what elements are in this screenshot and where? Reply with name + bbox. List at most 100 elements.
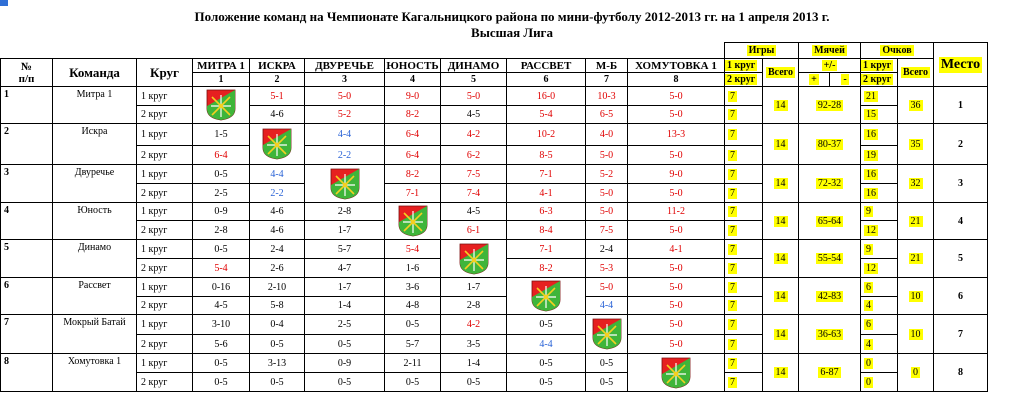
team-number: 4 <box>0 202 53 240</box>
games-r2: 7 <box>724 334 763 354</box>
table-row: 2 круг 5-6 0-5 0-5 5-7 3-5 4-4 5-0 7 4 <box>1 334 988 354</box>
team-emblem <box>304 164 385 203</box>
games-r1: 7 <box>724 353 763 373</box>
score-cell: 3-6 <box>384 277 441 297</box>
goals-diff: 42-83 <box>798 277 861 315</box>
score-cell: 2-8 <box>192 220 250 240</box>
score-cell: 2-11 <box>384 353 441 373</box>
score-cell: 5-0 <box>627 86 725 106</box>
table-row: 2 Искра 1 круг 1-5 4-4 6-4 4-2 10-2 4-0 13-3 7 14 80… <box>0 123 988 165</box>
points-total: 0 <box>897 353 934 392</box>
games-r2: 7 <box>724 105 763 124</box>
goals-diff: 80-37 <box>798 123 861 165</box>
games-r1: 7 <box>724 314 763 335</box>
points-r2-header: 2 круг <box>860 72 898 87</box>
emblem-icon <box>531 280 561 312</box>
emblem-icon <box>661 357 691 388</box>
score-cell: 8-2 <box>384 105 441 124</box>
team-number: 5 <box>0 239 53 278</box>
score-cell: 4-5 <box>440 105 507 124</box>
score-cell: 0-5 <box>192 353 250 373</box>
games-total: 14 <box>762 86 799 124</box>
score-cell: 5-0 <box>627 258 725 278</box>
place-value: 3 <box>933 164 988 203</box>
score-cell: 0-5 <box>384 372 441 392</box>
place-header: Место <box>933 42 988 87</box>
table-row: 3 Двуречье 1 круг 0-5 4-4 8-2 7-5 7-1 5-2 9-0 7 14 7… <box>0 164 988 203</box>
score-cell: 4-6 <box>249 202 305 221</box>
score-cell: 7-5 <box>585 220 628 240</box>
points-r1: 0 <box>860 353 898 373</box>
team-name: Мокрый Батай <box>52 314 137 354</box>
place-value: 4 <box>933 202 988 240</box>
score-cell: 5-4 <box>192 258 250 278</box>
games-r2: 7 <box>724 296 763 315</box>
table-row: 2 круг 4-6 5-2 8-2 4-5 5-4 6-5 5-0 7 15 <box>1 105 988 124</box>
team-name: Искра <box>52 123 137 165</box>
points-r1: 21 <box>860 86 898 106</box>
games-r2: 7 <box>724 145 763 165</box>
score-cell: 9-0 <box>384 86 441 106</box>
score-cell: 0-5 <box>192 372 250 392</box>
games-total-header: Всего <box>762 58 799 87</box>
blank-corner <box>0 42 725 59</box>
score-cell: 3-10 <box>192 314 250 335</box>
games-total: 14 <box>762 123 799 165</box>
round-label: 2 круг <box>136 220 193 240</box>
score-cell: 0-5 <box>585 372 628 392</box>
points-total: 10 <box>897 277 934 315</box>
score-cell: 2-6 <box>249 258 305 278</box>
col-name-1: МИТРА 1 <box>192 58 250 73</box>
goals-diff: 55-54 <box>798 239 861 278</box>
table-row: 2 круг 5-4 2-6 4-7 1-6 8-2 5-3 5-0 7 12 <box>1 258 988 278</box>
score-cell: 6-5 <box>585 105 628 124</box>
games-total: 14 <box>762 353 799 392</box>
score-cell: 2-8 <box>304 202 385 221</box>
round-label: 2 круг <box>136 372 193 392</box>
table-row: 4 Юность 1 круг 0-9 4-6 2-8 4-5 6-3 5-0 11-2 7 14 65… <box>0 202 988 240</box>
score-cell: 4-1 <box>506 183 586 203</box>
score-cell: 0-5 <box>506 353 586 373</box>
score-cell: 4-6 <box>249 105 305 124</box>
goals-diff: 72-32 <box>798 164 861 203</box>
score-cell: 11-2 <box>627 202 725 221</box>
score-cell: 2-2 <box>249 183 305 203</box>
score-cell: 4-8 <box>384 296 441 315</box>
score-cell: 2-8 <box>440 296 507 315</box>
score-cell: 2-5 <box>192 183 250 203</box>
points-total: 21 <box>897 202 934 240</box>
score-cell: 5-0 <box>627 220 725 240</box>
score-cell: 13-3 <box>627 123 725 146</box>
team-emblem <box>506 277 586 315</box>
round-label: 1 круг <box>136 314 193 335</box>
games-total: 14 <box>762 239 799 278</box>
score-cell: 4-4 <box>585 296 628 315</box>
score-cell: 5-2 <box>585 164 628 184</box>
points-r1: 16 <box>860 123 898 146</box>
score-cell: 6-4 <box>384 145 441 165</box>
col-name-6: РАССВЕТ <box>506 58 586 73</box>
goals-diff: 65-64 <box>798 202 861 240</box>
score-cell: 5-7 <box>384 334 441 354</box>
score-cell: 1-7 <box>304 220 385 240</box>
score-cell: 4-2 <box>440 314 507 335</box>
team-number: 6 <box>0 277 53 315</box>
team-number: 8 <box>0 353 53 392</box>
score-cell: 6-4 <box>192 145 250 165</box>
score-cell: 7-1 <box>506 164 586 184</box>
score-cell: 4-2 <box>440 123 507 146</box>
round-label: 1 круг <box>136 239 193 259</box>
standings-table: Игры Мячей Очков Место № п/п Команда Круг… <box>0 42 988 392</box>
team-emblem <box>192 86 250 124</box>
team-emblem <box>440 239 507 278</box>
table-row: 2 круг 0-5 0-5 0-5 0-5 0-5 0-5 0-5 7 0 <box>1 372 988 392</box>
score-cell: 16-0 <box>506 86 586 106</box>
goals-pm-header: +/- <box>798 58 861 73</box>
score-cell: 5-0 <box>304 86 385 106</box>
points-r1: 6 <box>860 314 898 335</box>
round-header: Круг <box>136 58 193 87</box>
place-value: 7 <box>933 314 988 354</box>
score-cell: 4-5 <box>440 202 507 221</box>
games-header: Игры <box>724 42 799 59</box>
